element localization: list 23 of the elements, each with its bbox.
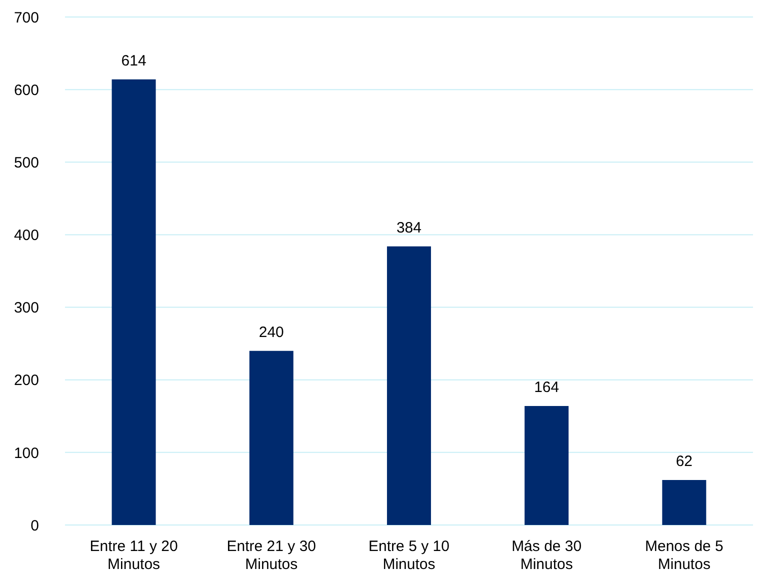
data-label: 614 <box>121 52 146 70</box>
y-tick-label: 100 <box>14 444 39 462</box>
x-tick-label: Entre 11 y 20 Minutos <box>90 538 178 573</box>
data-label: 384 <box>396 219 422 236</box>
y-tick-label: 300 <box>14 300 39 317</box>
x-tick-label: Menos de 5 Minutos <box>645 538 724 573</box>
data-label: 240 <box>258 324 284 341</box>
y-tick-label: 500 <box>14 154 39 172</box>
x-tick-label: Entre 21 y 30 Minutos <box>226 538 316 573</box>
x-tick-label: Más de 30 Minutos <box>512 538 582 573</box>
data-label: 164 <box>534 378 560 396</box>
y-tick-label: 700 <box>14 9 39 26</box>
y-tick-label: 200 <box>14 372 39 390</box>
bar <box>112 79 156 525</box>
bar <box>249 350 294 525</box>
y-tick-label: 0 <box>30 517 39 534</box>
bar <box>524 406 569 525</box>
data-label: 62 <box>676 453 693 470</box>
bar <box>386 246 431 525</box>
y-tick-label: 400 <box>14 227 39 244</box>
x-tick-label: Entre 5 y 10 Minutos <box>368 538 450 573</box>
bar <box>662 480 706 525</box>
y-tick-label: 600 <box>14 82 39 99</box>
